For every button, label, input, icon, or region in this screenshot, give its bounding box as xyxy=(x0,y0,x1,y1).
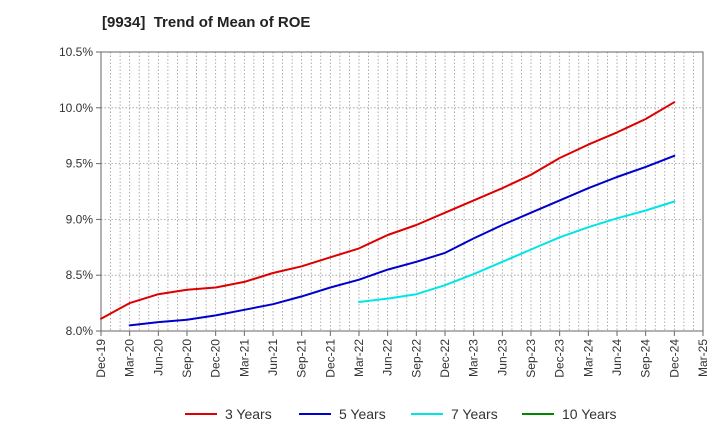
x-tick-label: Dec-19 xyxy=(94,339,108,378)
x-tick-label: Dec-23 xyxy=(553,339,567,378)
y-tick-label: 10.0% xyxy=(59,101,93,115)
x-tick-label: Jun-21 xyxy=(266,339,280,376)
y-tick-label: 10.5% xyxy=(59,45,93,59)
x-tick-label: Mar-20 xyxy=(123,339,137,377)
legend-label: 3 Years xyxy=(225,406,272,422)
plot-frame xyxy=(100,51,704,332)
x-tick-label: Dec-22 xyxy=(438,339,452,378)
x-tick-label: Jun-20 xyxy=(151,339,165,376)
x-tick-label: Dec-21 xyxy=(323,339,337,378)
x-tick-label: Mar-24 xyxy=(581,339,595,377)
legend-label: 10 Years xyxy=(562,406,617,422)
legend-label: 7 Years xyxy=(451,406,498,422)
x-tick-label: Sep-24 xyxy=(639,339,653,378)
x-tick-label: Jun-23 xyxy=(495,339,509,376)
x-tick-label: Jun-24 xyxy=(610,339,624,376)
y-tick-label: 8.0% xyxy=(66,324,94,338)
series-line-7-years xyxy=(358,200,676,303)
x-tick-label: Sep-20 xyxy=(180,339,194,378)
series-line-5-years xyxy=(128,154,676,327)
x-tick-label: Dec-20 xyxy=(209,339,223,378)
x-tick-label: Dec-24 xyxy=(667,339,681,378)
legend-label: 5 Years xyxy=(339,406,386,422)
y-tick-label: 9.0% xyxy=(66,212,94,226)
x-tick-label: Sep-21 xyxy=(295,339,309,378)
chart-title: [9934] Trend of Mean of ROE xyxy=(102,14,311,31)
x-tick-label: Mar-22 xyxy=(352,339,366,377)
x-tick-label: Sep-23 xyxy=(524,339,538,378)
x-tick-label: Mar-21 xyxy=(237,339,251,377)
series-line-3-years xyxy=(100,101,676,320)
plot-area xyxy=(101,52,703,331)
x-tick-label: Mar-23 xyxy=(467,339,481,377)
x-tick-label: Jun-22 xyxy=(381,339,395,376)
y-tick-label: 9.5% xyxy=(66,157,94,171)
y-tick-label: 8.5% xyxy=(66,268,94,282)
x-tick-label: Mar-25 xyxy=(696,339,710,377)
x-tick-label: Sep-22 xyxy=(409,339,423,378)
